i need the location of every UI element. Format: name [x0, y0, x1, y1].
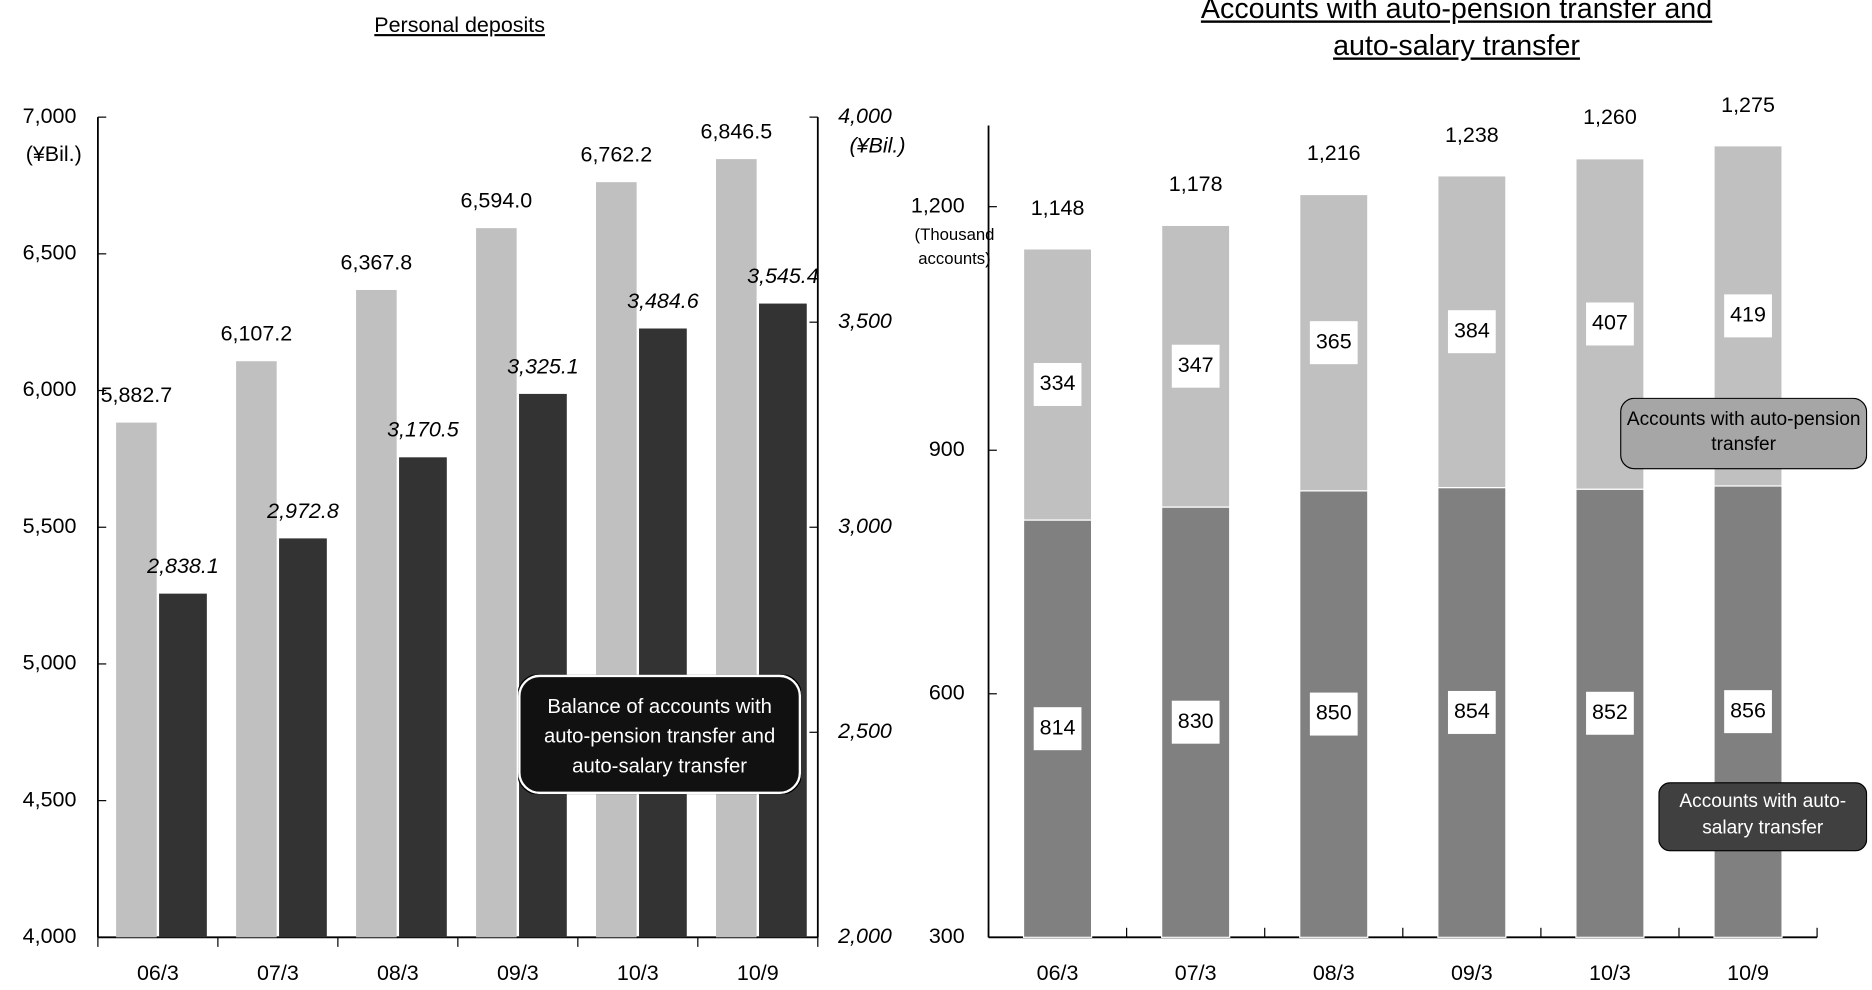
value-label: 3,545.4: [747, 264, 819, 288]
value-label: 384: [1454, 318, 1490, 342]
y-tick-label: 4,000: [23, 924, 77, 948]
y2-tick-label: 2,000: [837, 924, 892, 948]
bar: [596, 182, 637, 938]
y-unit: (¥Bil.): [26, 142, 82, 166]
label-box: [1586, 302, 1634, 346]
bar: [356, 289, 397, 938]
label-box: [1724, 690, 1772, 734]
total-label: 1,275: [1721, 93, 1775, 117]
value-label: 347: [1178, 353, 1214, 377]
total-label: 1,216: [1307, 141, 1361, 165]
bar: [476, 228, 517, 938]
y2-tick-label: 4,000: [838, 104, 892, 128]
x-tick-label: 06/3: [137, 961, 179, 985]
bar: [279, 538, 327, 938]
chart-title: Personal deposits: [374, 13, 545, 37]
value-label: 830: [1178, 709, 1214, 733]
x-tick-label: 07/3: [257, 961, 299, 985]
label-box: [1586, 691, 1634, 735]
bar: [519, 393, 567, 938]
value-label: 2,972.8: [266, 499, 339, 523]
bar: [116, 422, 157, 938]
bar: [716, 159, 757, 938]
value-label: 814: [1040, 715, 1076, 739]
x-tick-label: 08/3: [1313, 961, 1355, 985]
series-callout-box: Balance of accounts with auto-pension tr…: [518, 674, 802, 795]
x-tick-label: 09/3: [497, 961, 539, 985]
x-tick-label: 08/3: [377, 961, 419, 985]
y2-unit: (¥Bil.): [849, 134, 905, 158]
value-label: 419: [1730, 303, 1766, 327]
series-callout: Accounts with auto-pension transfer: [1620, 397, 1868, 470]
value-label: 2,838.1: [146, 554, 219, 578]
x-tick-label: 10/3: [1589, 961, 1631, 985]
x-tick-label: 10/9: [1727, 961, 1769, 985]
value-label: 6,107.2: [221, 322, 293, 346]
total-label: 1,238: [1445, 123, 1499, 147]
y-tick-label: 600: [929, 680, 965, 704]
y2-tick-label: 2,500: [837, 719, 892, 743]
total-label: 1,260: [1583, 105, 1637, 129]
value-label: 850: [1316, 701, 1352, 725]
total-label: 1,148: [1031, 196, 1085, 220]
value-label: 3,484.6: [627, 289, 699, 313]
value-label: 3,170.5: [387, 418, 459, 442]
y-tick-label: 300: [929, 924, 965, 948]
bar: [759, 303, 807, 938]
y2-tick-label: 3,500: [838, 309, 892, 333]
value-label: 6,367.8: [341, 250, 413, 274]
label-box: [1033, 362, 1082, 406]
label-box: [1309, 692, 1358, 736]
y-tick-label: 7,000: [23, 104, 77, 128]
y2-tick-label: 3,000: [838, 514, 892, 538]
series-callout: Balance of accounts with auto-pension tr…: [518, 674, 802, 795]
chart-title: Accounts with auto-pension transfer and …: [1200, 0, 1713, 63]
value-label: 6,594.0: [461, 189, 533, 213]
label-box: [1447, 690, 1496, 734]
label-box: [1724, 294, 1772, 338]
y-tick-label: 4,500: [23, 787, 77, 811]
value-label: 6,762.2: [581, 143, 653, 167]
label-box: [1171, 700, 1220, 744]
bar: [399, 457, 447, 938]
y-tick-label: 900: [929, 437, 965, 461]
value-label: 854: [1454, 699, 1490, 723]
label-box: [1309, 321, 1358, 365]
bar: [639, 328, 687, 938]
total-label: 1,178: [1169, 172, 1223, 196]
x-tick-label: 07/3: [1175, 961, 1217, 985]
bar: [159, 593, 207, 938]
y-tick-label: 5,000: [23, 651, 77, 675]
label-box: [1171, 344, 1220, 388]
label-box: [1033, 707, 1082, 751]
chart-title-box: Accounts with auto-pension transfer and …: [1200, 0, 1713, 63]
x-tick-label: 10/9: [737, 961, 779, 985]
y-unit-box: (Thousand accounts): [914, 224, 995, 268]
series-callout: Accounts with auto-salary transfer: [1658, 782, 1868, 852]
series-callout-box: Accounts with auto-salary transfer: [1658, 782, 1868, 852]
value-label: 334: [1040, 371, 1076, 395]
value-label: 856: [1730, 698, 1766, 722]
x-tick-label: 10/3: [617, 961, 659, 985]
value-label: 6,846.5: [701, 120, 773, 144]
x-tick-label: 06/3: [1037, 961, 1079, 985]
x-tick-label: 09/3: [1451, 961, 1493, 985]
value-label: 5,882.7: [101, 383, 173, 407]
value-label: 365: [1316, 329, 1352, 353]
y-tick-label: 5,500: [23, 514, 77, 538]
value-label: 407: [1592, 311, 1628, 335]
y-unit: (Thousand accounts): [914, 224, 995, 268]
bar: [236, 361, 277, 938]
series-callout-box: Accounts with auto-pension transfer: [1620, 397, 1868, 470]
value-label: 852: [1592, 700, 1628, 724]
y-tick-label: 6,500: [23, 241, 77, 265]
label-box: [1447, 310, 1496, 354]
value-label: 3,325.1: [507, 354, 579, 378]
y-tick-label: 1,200: [911, 193, 965, 217]
y-tick-label: 6,000: [23, 377, 77, 401]
